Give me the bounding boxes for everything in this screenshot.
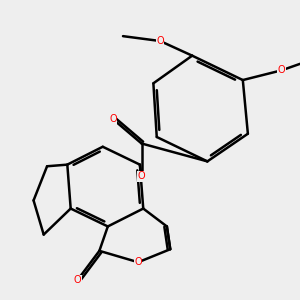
Text: O: O xyxy=(278,65,285,75)
Text: O: O xyxy=(134,257,142,267)
Text: O: O xyxy=(138,171,146,181)
Text: O: O xyxy=(109,114,117,124)
Text: O: O xyxy=(74,275,81,285)
Text: O: O xyxy=(156,36,164,46)
